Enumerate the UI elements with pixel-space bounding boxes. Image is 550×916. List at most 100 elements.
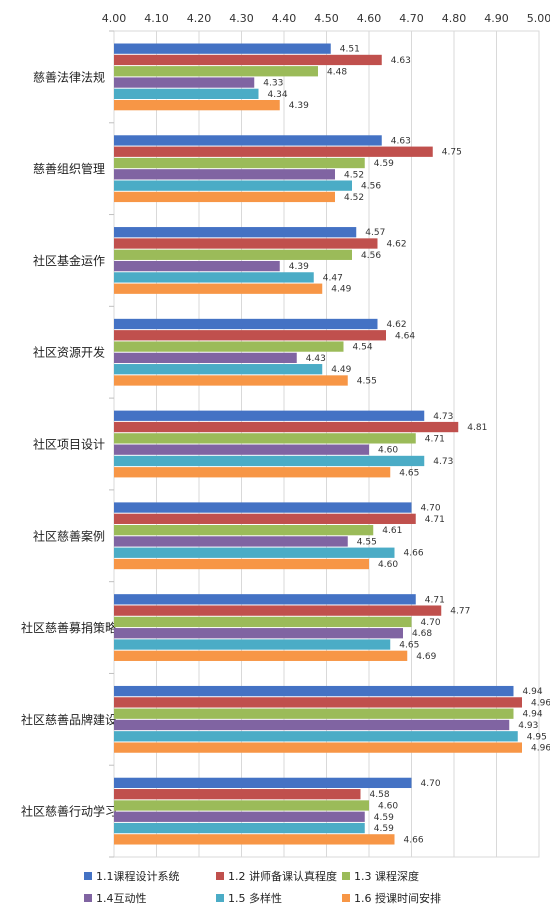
data-label: 4.51	[340, 45, 360, 55]
legend-label: 1.3 课程深度	[354, 870, 419, 883]
bar	[114, 467, 391, 478]
category-label: 社区基金运作	[33, 253, 105, 268]
data-label: 4.66	[404, 835, 424, 845]
bar	[114, 341, 344, 352]
data-label: 4.55	[357, 537, 377, 547]
bar	[114, 180, 352, 191]
bar	[114, 352, 297, 364]
data-label: 4.96	[531, 744, 550, 754]
data-label: 4.54	[353, 343, 373, 353]
data-label: 4.61	[382, 526, 402, 536]
legend-item: 1.2 讲师备课认真程度	[216, 868, 337, 884]
category-label: 社区慈善案例	[33, 528, 105, 543]
data-label: 4.70	[421, 504, 441, 514]
data-label: 4.56	[361, 182, 381, 192]
data-label: 4.39	[289, 101, 309, 111]
bar	[114, 169, 335, 180]
bar	[114, 283, 323, 294]
data-label: 4.77	[450, 607, 470, 617]
data-label: 4.95	[527, 732, 547, 742]
bar	[114, 227, 357, 238]
x-tick-label: 5.00	[527, 12, 550, 25]
bar	[114, 135, 382, 146]
data-label: 4.70	[421, 779, 441, 789]
data-label: 4.63	[391, 136, 411, 146]
legend-label: 1.2 讲师备课认真程度	[228, 870, 337, 883]
data-label: 4.43	[306, 354, 326, 364]
data-label: 4.81	[467, 423, 487, 433]
bar	[114, 789, 361, 800]
x-tick-label: 4.20	[187, 12, 212, 25]
data-label: 4.60	[378, 446, 398, 456]
bar	[114, 66, 318, 77]
x-tick-label: 4.30	[229, 12, 254, 25]
bar	[114, 88, 259, 99]
data-label: 4.49	[331, 285, 351, 295]
legend-swatch	[342, 894, 350, 902]
x-tick-label: 4.50	[314, 12, 339, 25]
x-tick-label: 4.70	[399, 12, 424, 25]
legend-item: 1.4互动性	[84, 890, 147, 906]
data-label: 4.47	[323, 273, 343, 283]
data-label: 4.58	[370, 790, 390, 800]
data-label: 4.34	[268, 90, 288, 100]
bar	[114, 77, 255, 88]
data-label: 4.94	[523, 687, 543, 697]
x-tick-label: 4.80	[442, 12, 467, 25]
data-label: 4.48	[327, 67, 347, 77]
bar	[114, 364, 323, 375]
data-label: 4.73	[433, 412, 453, 422]
legend-swatch	[84, 894, 92, 902]
bar	[114, 146, 433, 157]
x-tick-label: 4.00	[102, 12, 127, 25]
bar	[114, 628, 403, 639]
x-tick-label: 4.90	[484, 12, 509, 25]
data-label: 4.65	[399, 641, 419, 651]
category-label: 社区慈善募捐策略	[21, 620, 117, 635]
legend-label: 1.5 多样性	[228, 892, 282, 905]
data-label: 4.60	[378, 560, 398, 570]
data-label: 4.52	[344, 170, 364, 180]
data-label: 4.62	[387, 320, 407, 330]
bar	[114, 260, 280, 272]
data-label: 4.63	[391, 56, 411, 66]
bar	[114, 742, 522, 753]
bar	[114, 811, 365, 822]
data-label: 4.59	[374, 813, 394, 823]
data-label: 4.39	[289, 262, 309, 272]
bar	[114, 43, 331, 54]
data-label: 4.75	[442, 148, 462, 158]
bar	[114, 777, 412, 789]
data-label: 4.33	[263, 79, 283, 89]
x-tick-label: 4.10	[144, 12, 169, 25]
legend-swatch	[216, 894, 224, 902]
bar	[114, 639, 391, 650]
bar	[114, 616, 412, 628]
legend-swatch	[84, 872, 92, 880]
data-label: 4.52	[344, 193, 364, 203]
category-label: 社区慈善行动学习	[21, 804, 117, 819]
legend-label: 1.6 授课时间安排	[354, 892, 441, 905]
category-label: 慈善法律法规	[33, 69, 105, 84]
bar	[114, 444, 369, 455]
data-label: 4.69	[416, 652, 436, 662]
data-label: 4.71	[425, 595, 445, 605]
x-tick-label: 4.60	[357, 12, 382, 25]
bar	[114, 410, 425, 421]
data-label: 4.60	[378, 801, 398, 811]
legend-item: 1.5 多样性	[216, 890, 282, 906]
legend-item: 1.6 授课时间安排	[342, 890, 441, 906]
bar	[114, 697, 522, 708]
legend-label: 1.1课程设计系统	[96, 870, 180, 883]
bar	[114, 249, 352, 260]
bar	[114, 513, 416, 524]
data-label: 4.94	[523, 710, 543, 720]
bar	[114, 421, 459, 433]
bar	[114, 650, 408, 661]
data-label: 4.68	[412, 629, 432, 639]
bar	[114, 330, 386, 341]
bar	[114, 822, 365, 834]
bar	[114, 54, 382, 66]
bar	[114, 502, 412, 513]
